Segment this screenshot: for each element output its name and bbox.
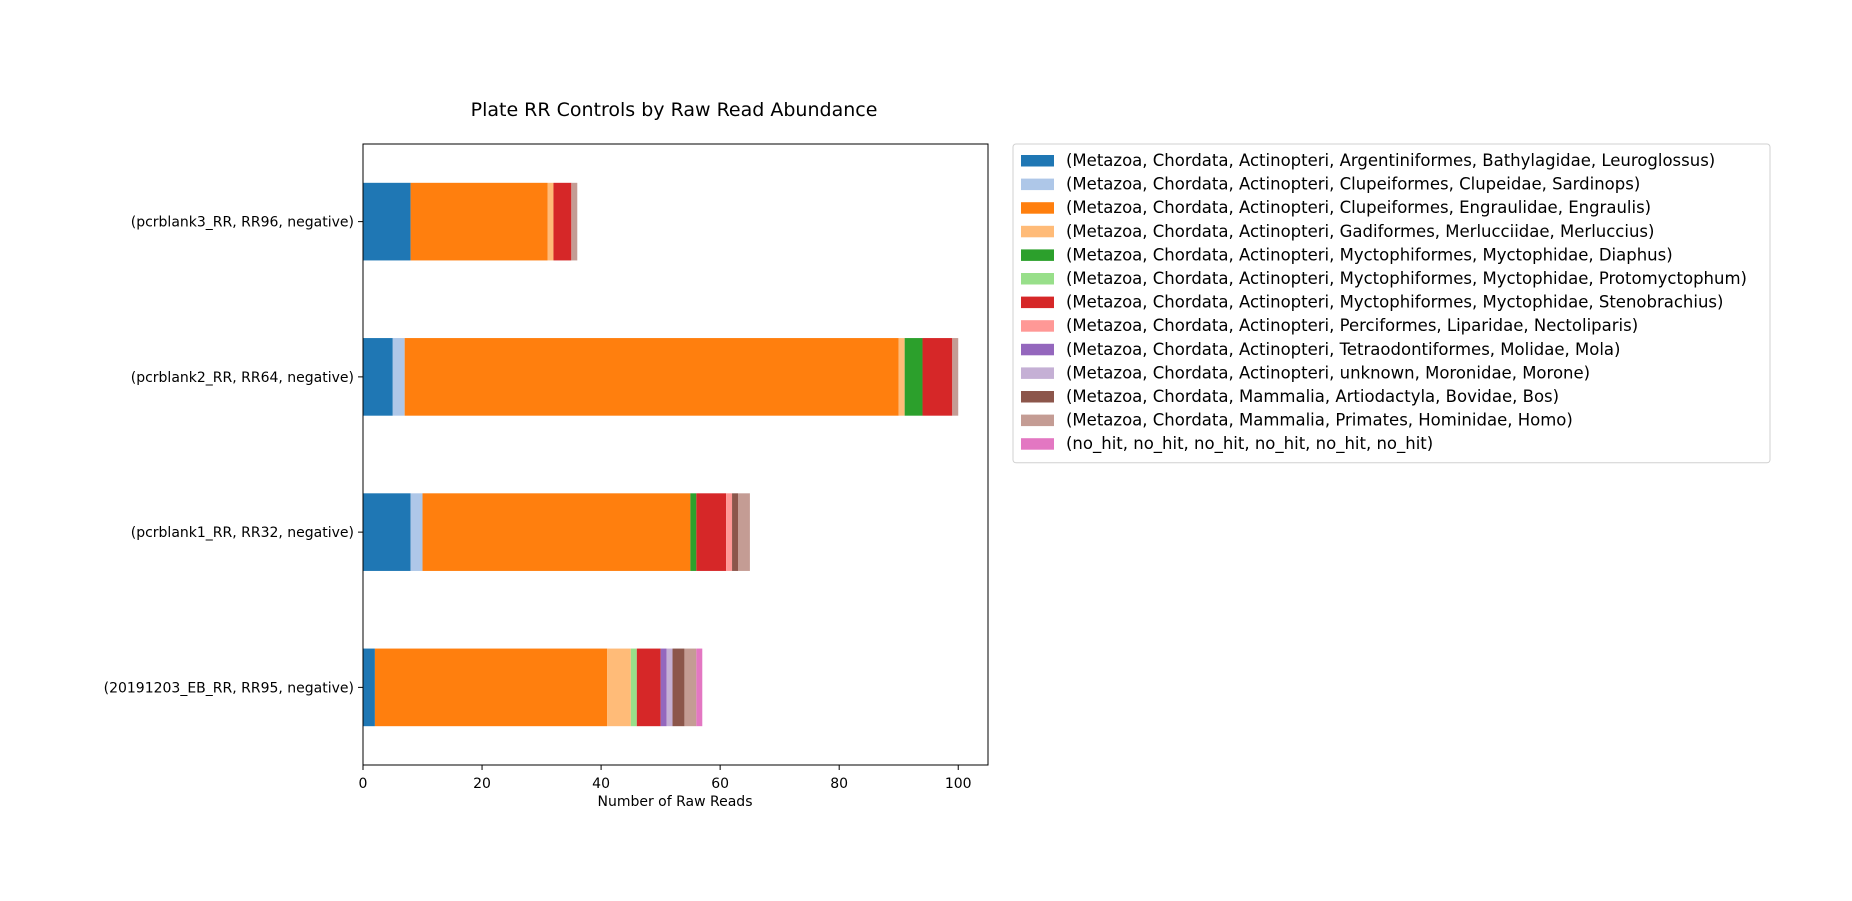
y-tick-label: (pcrblank1_RR, RR32, negative) bbox=[131, 525, 354, 541]
bar-segment-2-6 bbox=[696, 493, 727, 571]
bar-segment-1-4 bbox=[904, 338, 923, 416]
legend-entry: (no_hit, no_hit, no_hit, no_hit, no_hit,… bbox=[1066, 434, 1433, 454]
legend-swatch bbox=[1021, 155, 1054, 167]
x-tick-label: 20 bbox=[473, 776, 491, 792]
legend-swatch bbox=[1021, 225, 1054, 238]
bar-segment-2-1 bbox=[410, 493, 423, 571]
legend-swatch bbox=[1021, 367, 1054, 379]
legend-entry: (Metazoa, Chordata, Actinopteri, Percifo… bbox=[1066, 316, 1638, 335]
bar-segment-2-4 bbox=[690, 493, 697, 571]
x-tick-label: 100 bbox=[945, 776, 972, 792]
legend-swatch bbox=[1021, 320, 1054, 332]
bar-segment-1-2 bbox=[404, 338, 899, 416]
bar-segment-3-11 bbox=[684, 648, 697, 727]
y-tick-label: (pcrblank2_RR, RR64, negative) bbox=[131, 370, 354, 386]
legend-swatch bbox=[1021, 414, 1054, 427]
legend-entry: (Metazoa, Chordata, Actinopteri, Tetraod… bbox=[1066, 340, 1620, 359]
bar-segment-0-2 bbox=[410, 182, 548, 261]
legend-swatch bbox=[1021, 391, 1054, 403]
legend-frame bbox=[1012, 143, 1771, 464]
legend-entry: (Metazoa, Chordata, Actinopteri, Clupeif… bbox=[1066, 175, 1640, 194]
x-tick-label: 0 bbox=[359, 776, 368, 792]
legend-swatch bbox=[1021, 249, 1054, 261]
bar-segment-1-0 bbox=[363, 338, 393, 416]
x-tick-label: 60 bbox=[711, 776, 729, 792]
bar-segment-3-12 bbox=[696, 648, 703, 727]
y-axis: (pcrblank3_RR, RR96, negative) (pcrblank2… bbox=[104, 215, 363, 696]
plot-frame bbox=[362, 143, 989, 766]
legend-entry: (Metazoa, Chordata, Actinopteri, Myctoph… bbox=[1066, 245, 1673, 264]
bar-segment-2-7 bbox=[726, 493, 733, 571]
legend-entry: (Metazoa, Chordata, Actinopteri, Gadifor… bbox=[1066, 222, 1654, 241]
bar-segment-1-6 bbox=[922, 338, 953, 416]
bar-segment-0-3 bbox=[547, 182, 554, 261]
x-tick-label: 80 bbox=[830, 776, 848, 792]
bar-segment-2-10 bbox=[732, 493, 738, 571]
bar-segment-1-3 bbox=[898, 338, 905, 416]
bar-segment-2-2 bbox=[422, 493, 691, 571]
y-tick-label: (pcrblank3_RR, RR96, negative) bbox=[131, 215, 354, 231]
x-tick-label: 40 bbox=[592, 776, 610, 792]
legend: (Metazoa, Chordata, Actinopteri, Argenti… bbox=[1012, 143, 1771, 464]
bars-group bbox=[363, 182, 959, 727]
bar-segment-3-5 bbox=[630, 648, 637, 727]
x-axis-label: Number of Raw Reads bbox=[597, 794, 752, 810]
legend-entry: (Metazoa, Chordata, Mammalia, Artiodacty… bbox=[1066, 387, 1559, 406]
legend-entry: (Metazoa, Chordata, Mammalia, Primates, … bbox=[1066, 411, 1573, 430]
legend-entry: (Metazoa, Chordata, Actinopteri, unknown… bbox=[1066, 363, 1590, 382]
bar-segment-1-1 bbox=[392, 338, 405, 416]
legend-swatch bbox=[1021, 296, 1054, 309]
bar-segment-3-9 bbox=[666, 648, 673, 727]
bar-segment-3-3 bbox=[607, 648, 631, 727]
bar-segment-2-0 bbox=[363, 493, 411, 571]
legend-swatch bbox=[1021, 273, 1054, 285]
bar-segment-0-6 bbox=[553, 182, 572, 261]
bar-segment-0-0 bbox=[363, 182, 411, 261]
bar-segment-3-0 bbox=[363, 648, 375, 727]
bar-segment-1-11 bbox=[952, 338, 959, 416]
chart-title: Plate RR Controls by Raw Read Abundance bbox=[471, 99, 878, 121]
x-axis: 0 20 40 60 80 100 bbox=[359, 765, 972, 792]
legend-entry: (Metazoa, Chordata, Actinopteri, Clupeif… bbox=[1066, 198, 1651, 217]
legend-swatch bbox=[1021, 438, 1054, 450]
bar-segment-3-8 bbox=[660, 648, 667, 727]
legend-entry: (Metazoa, Chordata, Actinopteri, Myctoph… bbox=[1066, 293, 1723, 312]
bar-segment-0-11 bbox=[571, 182, 578, 261]
bar-segment-3-6 bbox=[636, 648, 661, 727]
legend-swatch bbox=[1021, 178, 1054, 191]
legend-entry: (Metazoa, Chordata, Actinopteri, Argenti… bbox=[1066, 151, 1715, 170]
legend-swatch bbox=[1021, 343, 1054, 356]
bar-segment-3-10 bbox=[672, 648, 685, 727]
bar-segment-3-2 bbox=[374, 648, 608, 727]
legend-swatch bbox=[1021, 202, 1054, 214]
bar-segment-2-11 bbox=[738, 493, 750, 571]
legend-entry: (Metazoa, Chordata, Actinopteri, Myctoph… bbox=[1066, 269, 1747, 288]
y-tick-label: (20191203_EB_RR, RR95, negative) bbox=[104, 680, 354, 696]
